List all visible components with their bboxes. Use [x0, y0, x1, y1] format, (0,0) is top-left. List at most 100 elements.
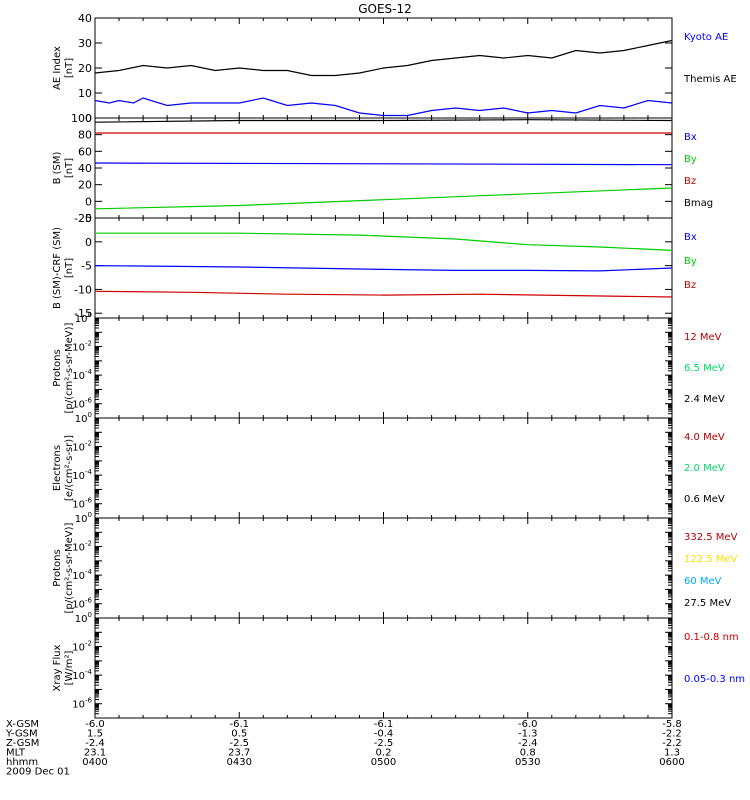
x-axis-value: 1.3: [664, 748, 680, 759]
legend-label: 0.6 MeV: [684, 494, 725, 505]
legend-label: 0.1-0.8 nm: [684, 632, 739, 643]
y-tick-label: -20: [74, 212, 92, 225]
x-axis-value: 23.7: [228, 748, 250, 759]
x-axis-value: -6.0: [85, 719, 105, 730]
y-axis-label: Xray Flux: [52, 644, 63, 691]
x-axis-row-label: hhmm: [6, 757, 38, 768]
y-tick-label: 100: [71, 112, 92, 125]
legend-label: 27.5 MeV: [684, 598, 731, 609]
x-axis-value: 0400: [82, 757, 107, 768]
panel-frame: [94, 517, 673, 619]
x-axis-value: -2.4: [518, 738, 538, 749]
legend-label: Bz: [684, 176, 696, 187]
y-tick-label: 40: [78, 12, 92, 25]
y-tick-label: 10-2: [72, 540, 92, 554]
y-axis-label: Protons: [52, 549, 63, 586]
x-axis-value: -6.1: [229, 719, 249, 730]
y-axis-label: B (SM): [52, 151, 63, 184]
y-tick-label: 20: [78, 62, 92, 75]
y-tick-label: 80: [78, 129, 92, 142]
y-tick-label: -15: [74, 307, 92, 320]
y-axis-label: [nT]: [64, 58, 75, 78]
legend-label: Kyoto AE: [684, 32, 728, 43]
x-axis-value: -1.3: [518, 729, 538, 740]
x-axis-value: -2.2: [662, 729, 682, 740]
x-axis-value: -6.1: [374, 719, 394, 730]
y-tick-label: 10-6: [72, 597, 92, 611]
y-tick-label: 10-4: [72, 368, 92, 382]
y-axis-label: [e/(cm²-s-sr)]: [64, 435, 75, 501]
series-line: [94, 39, 673, 77]
x-axis-row-label: X-GSM: [6, 719, 39, 730]
y-axis-label: B (SM)-CRF (SM): [52, 227, 63, 309]
panel-7: 10-6 10-4 10-2 100 Xray Flux [W/m²] 0.1-0.8 nm…: [52, 611, 745, 719]
x-axis-value: -0.4: [374, 729, 394, 740]
x-axis-value: -2.5: [374, 738, 394, 749]
chart-title: GOES-12: [358, 2, 412, 16]
x-axis-value: 0.2: [376, 748, 392, 759]
series-line: [94, 97, 673, 117]
y-tick-label: -10: [74, 283, 92, 296]
x-axis-value: 23.1: [84, 748, 106, 759]
x-axis-value: -6.0: [518, 719, 538, 730]
legend-label: Themis AE: [683, 74, 737, 85]
x-axis-value: 0500: [371, 757, 396, 768]
legend-label: 332.5 MeV: [684, 532, 738, 543]
legend-label: By: [684, 154, 697, 165]
y-tick-label: 40: [78, 162, 92, 175]
y-tick-label: -5: [81, 260, 92, 273]
y-axis-label: Protons: [52, 349, 63, 386]
panel-6: 10-6 10-4 10-2 100 Protons [p/(cm²-s-sr-MeV)]…: [52, 511, 738, 619]
x-axis-value: 1.5: [87, 729, 103, 740]
panel-frame: [94, 617, 673, 719]
y-tick-label: 100: [75, 411, 92, 425]
y-tick-label: 0: [85, 195, 92, 208]
y-tick-label: 10-4: [72, 468, 92, 482]
y-tick-label: 10-2: [72, 640, 92, 654]
x-axis-value: 0530: [515, 757, 540, 768]
y-tick-label: 10: [78, 87, 92, 100]
panel-1: 0 10 20 30 40 AE Index [nT] Kyoto AE Themis AE: [52, 12, 737, 125]
y-axis-label: [nT]: [64, 258, 75, 278]
y-axis-label: [p/(cm²-s-sr-MeV)]: [64, 322, 75, 413]
series-line: [94, 119, 673, 123]
x-axis-value: 0600: [659, 757, 684, 768]
y-axis-label: [p/(cm²-s-sr-MeV)]: [64, 522, 75, 613]
y-tick-label: 0: [85, 112, 92, 125]
x-axis-value: 0.8: [520, 748, 536, 759]
panel-5: 10-6 10-4 10-2 100 Electrons [e/(cm²-s-sr)] 4.…: [52, 411, 725, 519]
legend-label: 122.5 MeV: [684, 554, 738, 565]
legend-label: 12 MeV: [684, 332, 722, 343]
y-axis-label: [nT]: [64, 158, 75, 178]
y-tick-label: 10-4: [72, 668, 92, 682]
y-axis-label: [W/m²]: [64, 650, 75, 685]
legend-label: By: [684, 256, 697, 267]
legend-label: 2.0 MeV: [684, 463, 725, 474]
y-tick-label: 5: [85, 212, 92, 225]
y-tick-label: 0: [85, 236, 92, 249]
series-line: [94, 187, 673, 210]
y-tick-label: 10-6: [72, 397, 92, 411]
series-line: [94, 162, 673, 166]
y-tick-label: 10-6: [72, 697, 92, 711]
x-axis-date: 2009 Dec 01: [6, 767, 70, 778]
legend-label: 60 MeV: [684, 576, 722, 587]
legend-label: 2.4 MeV: [684, 394, 725, 405]
legend-label: Bmag: [684, 198, 713, 209]
x-axis-row-label: Y-GSM: [5, 729, 38, 740]
legend-label: Bx: [684, 132, 697, 143]
panel-2: -20 0 20 40 60 80 100 B (SM) [nT] Bx By Bz Bmag: [52, 112, 713, 225]
legend-label: 6.5 MeV: [684, 363, 725, 374]
legend-label: Bz: [684, 280, 696, 291]
legend-label: 0.05-0.3 nm: [684, 674, 745, 685]
panel-3: -15 -10 -5 0 5 B (SM)-CRF (SM) [nT] Bx By Bz: [52, 212, 697, 320]
x-axis-value: -5.8: [662, 719, 682, 730]
y-tick-label: 10-2: [72, 340, 92, 354]
panel-4: 10-6 10-4 10-2 100 Protons [p/(cm²-s-sr-MeV)]…: [52, 311, 725, 419]
y-tick-label: 20: [78, 179, 92, 192]
y-axis-label: AE Index: [52, 46, 63, 90]
panel-frame: [94, 417, 673, 519]
y-tick-label: 30: [78, 37, 92, 50]
series-line: [95, 232, 673, 251]
